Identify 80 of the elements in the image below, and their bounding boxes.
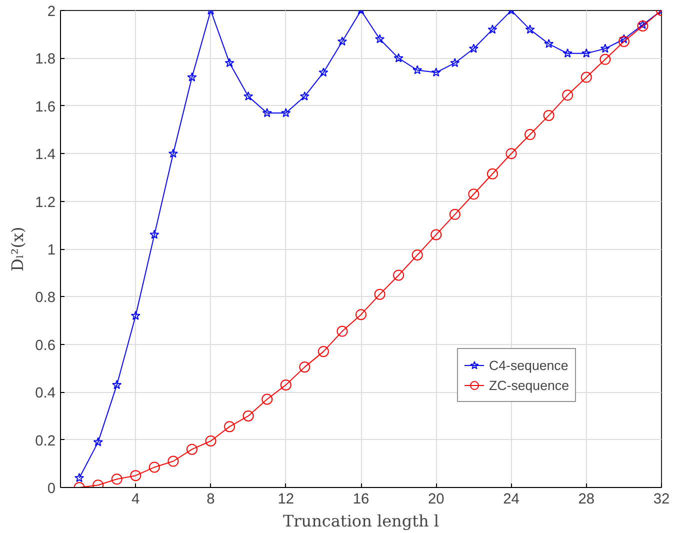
y-tick-label: 2	[47, 4, 56, 20]
point	[186, 444, 198, 455]
point	[582, 48, 592, 58]
legend-label: ZC-sequence	[488, 378, 569, 392]
point	[281, 108, 291, 118]
point	[336, 326, 348, 337]
point	[356, 309, 366, 320]
point	[486, 168, 498, 180]
point	[562, 90, 574, 101]
point	[450, 58, 460, 68]
point	[638, 20, 648, 29]
y-tick-label: 0.2	[35, 433, 56, 450]
point	[242, 410, 254, 422]
point	[205, 436, 216, 446]
y-tick-label: 1.4	[35, 147, 56, 164]
point	[130, 310, 140, 320]
point	[168, 148, 178, 158]
point	[394, 53, 404, 62]
legend-label: C4-sequence	[488, 358, 568, 372]
point	[111, 474, 122, 485]
point	[543, 110, 554, 121]
point	[393, 270, 404, 281]
point	[130, 470, 142, 482]
point	[412, 249, 423, 260]
point	[600, 54, 611, 65]
y-tick-label: 0.6	[35, 338, 56, 354]
point	[262, 108, 272, 118]
x-tick-label: 12	[278, 492, 294, 508]
point	[618, 36, 630, 47]
y-tick-label: 1.2	[35, 194, 56, 211]
point	[280, 379, 292, 390]
point	[562, 48, 572, 58]
point	[468, 44, 478, 53]
point	[468, 188, 480, 200]
point	[544, 38, 554, 48]
y-tick-label: 0.8	[35, 290, 56, 306]
point	[337, 36, 347, 46]
y-tick-label: 1	[47, 242, 56, 258]
point	[300, 91, 310, 100]
point	[430, 229, 442, 240]
point	[524, 129, 536, 140]
point	[488, 24, 498, 34]
point	[318, 68, 328, 77]
point	[148, 462, 160, 473]
x-tick-label: 28	[578, 492, 595, 508]
point	[637, 20, 648, 32]
x-tick-label: 8	[206, 492, 215, 508]
point	[224, 58, 234, 68]
point	[244, 91, 254, 100]
x-tick-label: 4	[132, 492, 140, 508]
point	[299, 362, 310, 373]
point	[224, 421, 236, 432]
point	[112, 380, 122, 390]
point	[506, 148, 517, 160]
y-axis-title: Dₗ²(x)	[8, 226, 28, 272]
point	[318, 346, 329, 358]
point	[375, 34, 385, 44]
point	[262, 394, 273, 405]
x-axis-title: Truncation length l	[282, 512, 440, 530]
point	[431, 68, 441, 77]
y-tick-label: 1.8	[35, 52, 56, 68]
point	[168, 456, 179, 467]
x-tick-label: 20	[428, 492, 444, 508]
point	[187, 72, 197, 82]
x-tick-label: 24	[503, 492, 520, 508]
y-tick-label: 1.6	[35, 99, 56, 116]
x-tick-label: 16	[352, 492, 370, 508]
point	[150, 230, 160, 239]
point	[580, 72, 592, 83]
x-tick-label: 32	[653, 492, 670, 508]
y-tick-label: 0	[47, 481, 56, 497]
point	[600, 44, 610, 53]
y-tick-label: 0.4	[35, 386, 56, 402]
point	[74, 472, 84, 482]
point	[449, 208, 460, 220]
point	[525, 24, 535, 34]
point	[619, 34, 629, 44]
point	[412, 65, 422, 74]
point	[374, 288, 386, 300]
point	[93, 437, 103, 446]
